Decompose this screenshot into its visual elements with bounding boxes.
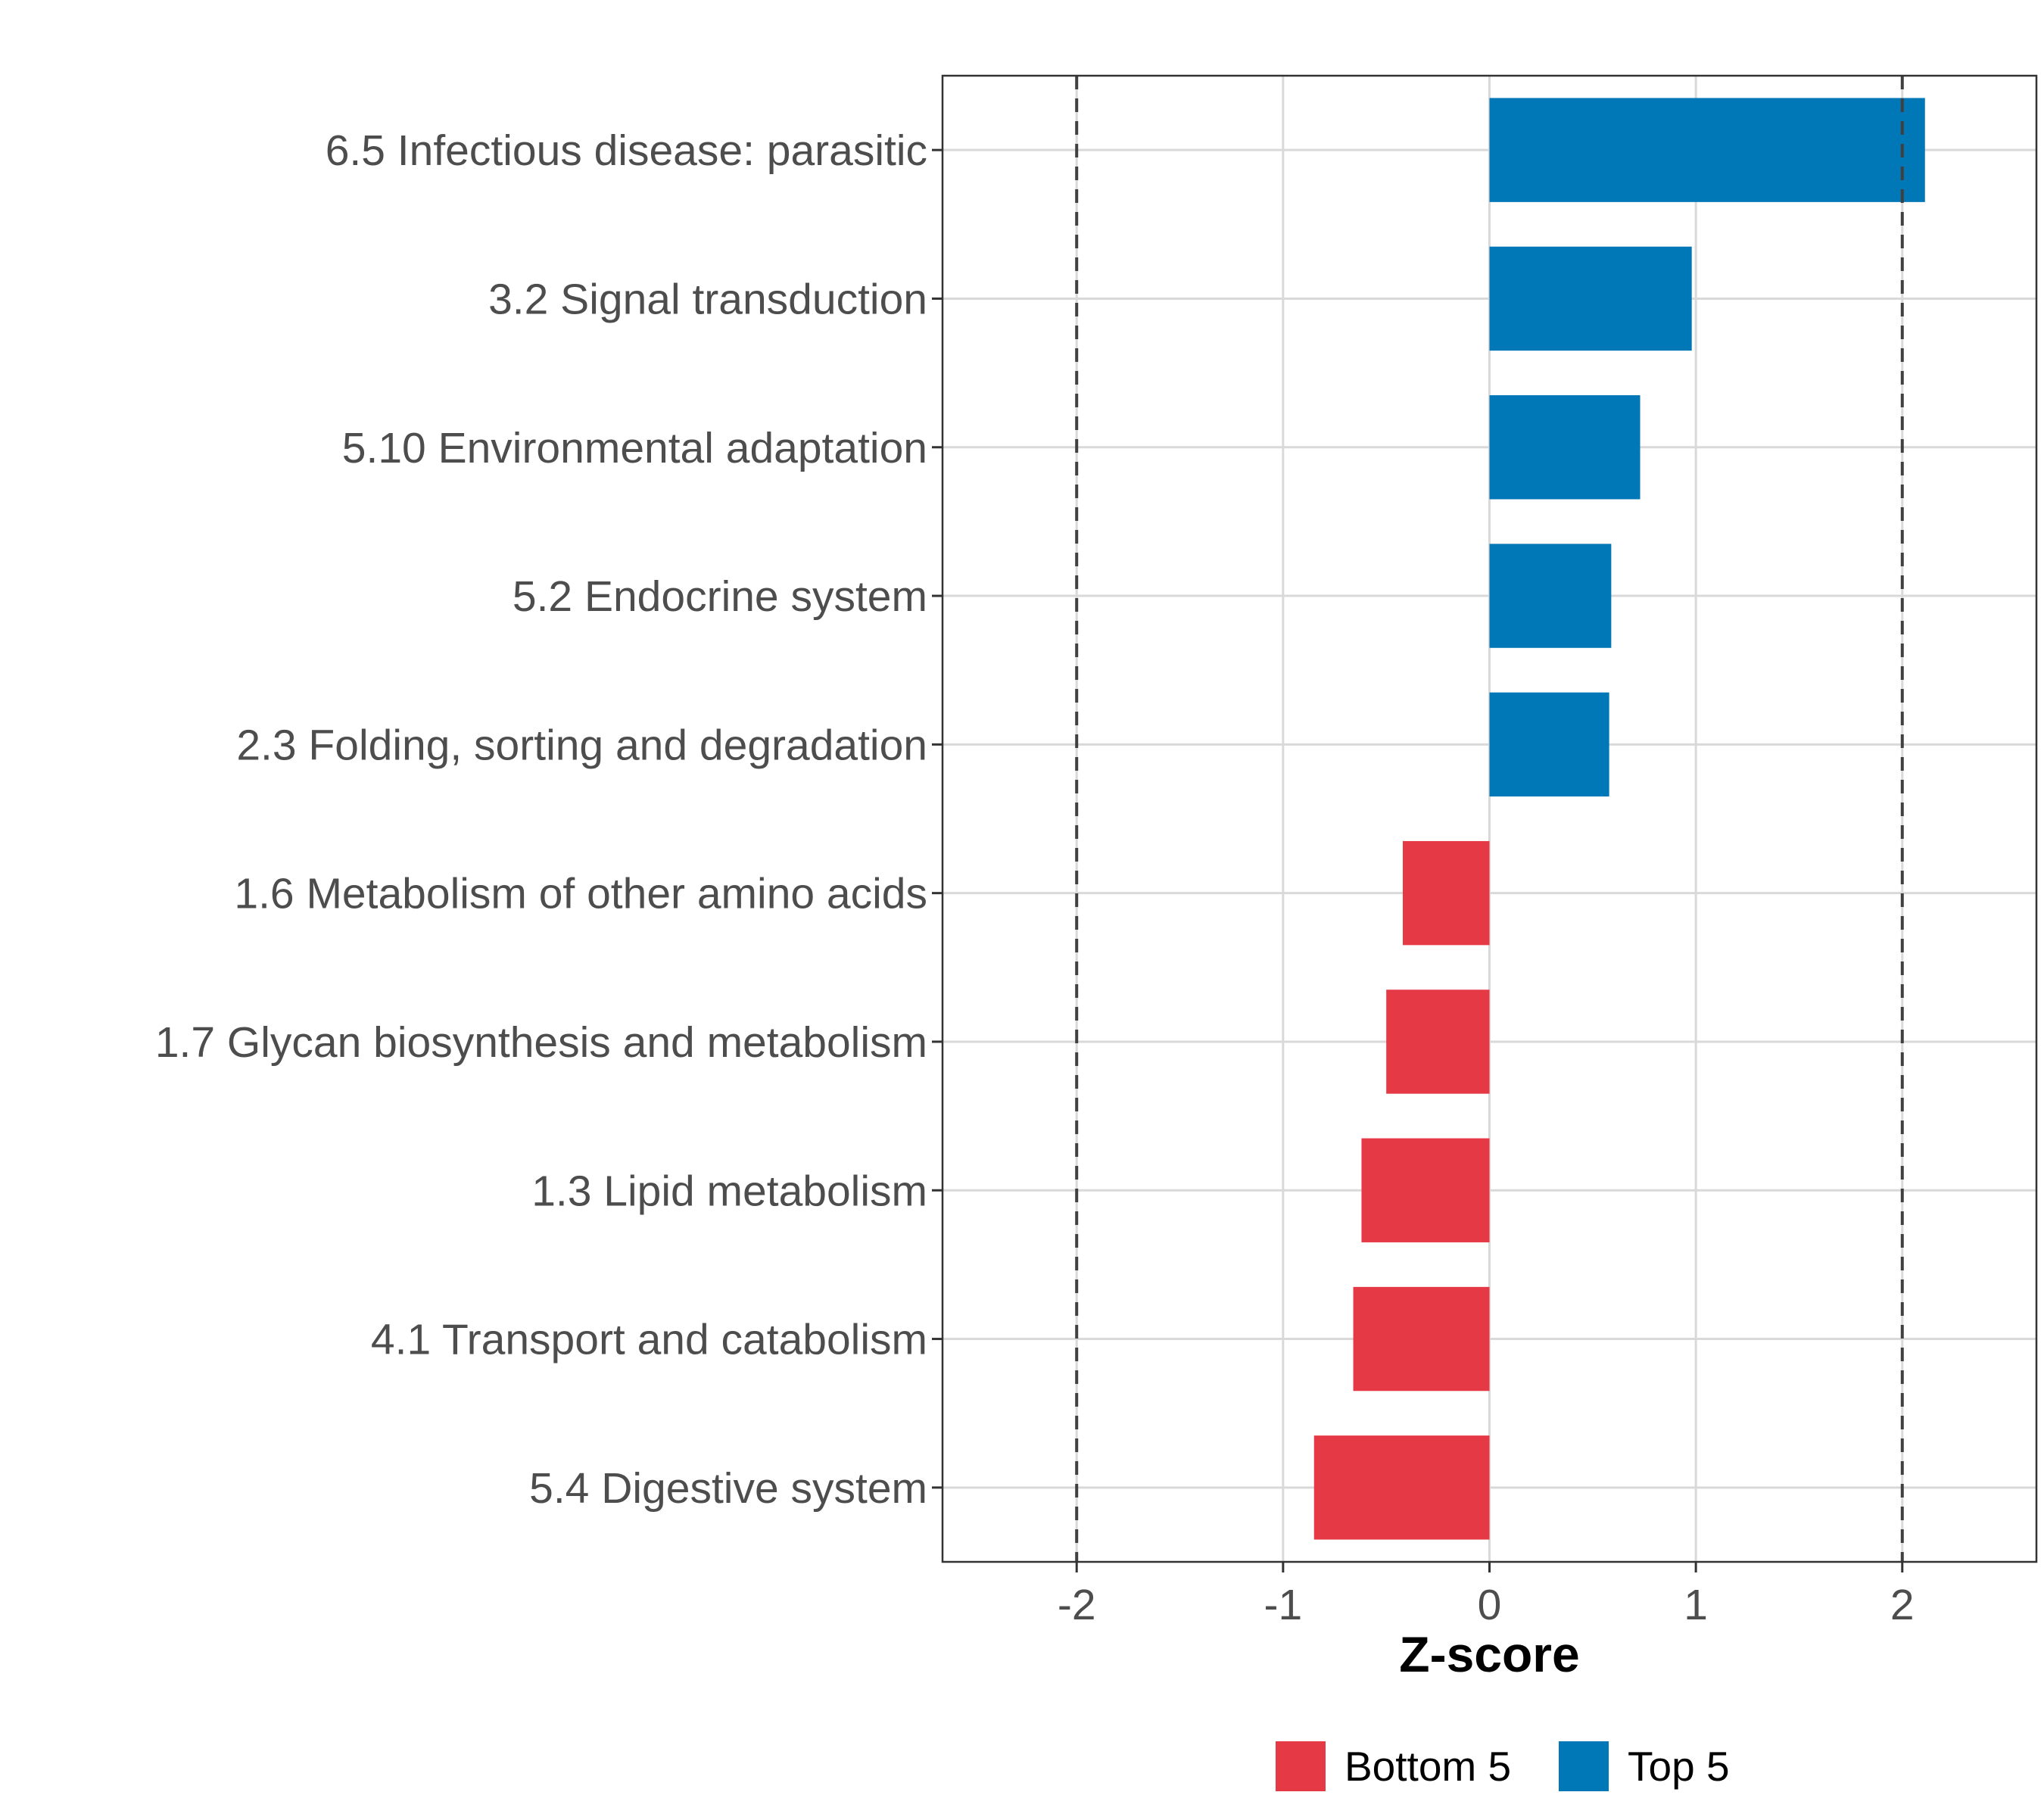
- y-tick-label: 5.2 Endocrine system: [513, 572, 927, 621]
- y-axis: 6.5 Infectious disease: parasitic 3.2 Sig…: [155, 126, 943, 1513]
- legend-swatch: [1276, 1741, 1326, 1791]
- bar: [1386, 990, 1490, 1094]
- reference-lines: [1075, 76, 1904, 1562]
- bar: [1489, 395, 1640, 500]
- y-tick-label: 3.2 Signal transduction: [488, 275, 927, 323]
- x-axis: -2 -1 0 1 2: [1058, 1562, 1915, 1629]
- x-tick-label: -2: [1058, 1581, 1096, 1629]
- bar: [1489, 246, 1692, 351]
- bar: [1361, 1138, 1490, 1242]
- y-tick-label: 1.6 Metabolism of other amino acids: [234, 870, 927, 918]
- bar: [1313, 1435, 1490, 1540]
- legend-label: Bottom 5: [1344, 1743, 1511, 1790]
- bars: [1313, 98, 1925, 1540]
- bar: [1402, 840, 1490, 946]
- y-tick-label: 6.5 Infectious disease: parasitic: [326, 126, 927, 175]
- x-tick-label: 0: [1478, 1581, 1502, 1629]
- y-tick-label: 2.3 Folding, sorting and degradation: [236, 721, 927, 769]
- legend: Bottom 5 Top 5: [1276, 1741, 1730, 1791]
- bar: [1489, 544, 1612, 648]
- x-axis-title: Z-score: [1399, 1626, 1579, 1682]
- x-tick-label: 2: [1890, 1581, 1915, 1629]
- bar: [1489, 98, 1925, 202]
- x-tick-label: 1: [1684, 1581, 1708, 1629]
- y-tick-label: 5.4 Digestive system: [529, 1464, 927, 1513]
- y-tick-label: 1.7 Glycan biosynthesis and metabolism: [155, 1018, 927, 1067]
- y-tick-label: 1.3 Lipid metabolism: [531, 1167, 927, 1215]
- bar: [1353, 1286, 1490, 1392]
- bar: [1489, 692, 1609, 797]
- legend-swatch: [1559, 1741, 1609, 1791]
- x-tick-label: -1: [1264, 1581, 1303, 1629]
- y-tick-label: 5.10 Environmental adaptation: [342, 424, 927, 472]
- y-tick-label: 4.1 Transport and catabolism: [371, 1316, 927, 1364]
- legend-label: Top 5: [1628, 1743, 1730, 1790]
